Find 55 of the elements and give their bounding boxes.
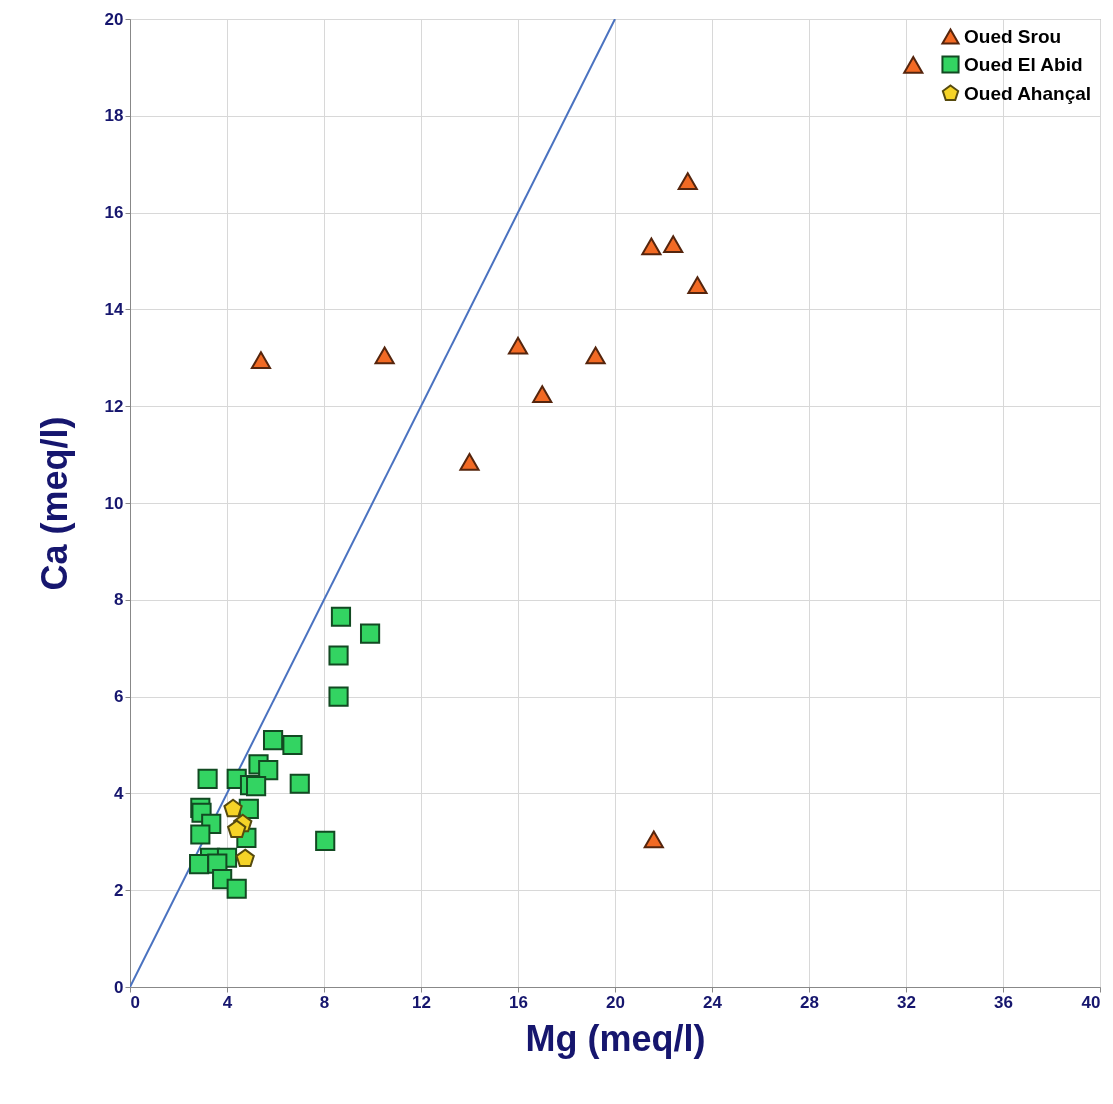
point xyxy=(643,830,664,849)
x-tick-label: 20 xyxy=(606,992,625,1012)
point xyxy=(507,336,529,355)
point xyxy=(223,798,243,818)
y-tick-label: 20 xyxy=(104,9,124,29)
point xyxy=(227,819,247,839)
point xyxy=(246,776,267,797)
point xyxy=(235,848,255,868)
x-tick-label: 4 xyxy=(222,992,233,1012)
x-tick-label: 24 xyxy=(703,992,723,1012)
x-tick-label: 32 xyxy=(897,992,916,1012)
point xyxy=(585,346,606,365)
point xyxy=(328,645,349,666)
point xyxy=(262,730,284,751)
x-tick-label: 8 xyxy=(319,992,330,1012)
point xyxy=(532,385,553,403)
point xyxy=(330,606,352,627)
legend-label: Oued Ahançal xyxy=(964,82,1092,104)
point xyxy=(687,276,708,295)
y-tick-label: 8 xyxy=(114,590,124,610)
point xyxy=(663,235,684,253)
y-tick-label: 6 xyxy=(114,687,124,707)
point xyxy=(258,760,279,781)
x-tick-label: 16 xyxy=(509,992,528,1012)
point xyxy=(641,237,662,256)
y-tick-label: 14 xyxy=(104,299,125,319)
x-tick-label: 0 xyxy=(130,992,140,1012)
point xyxy=(315,830,336,851)
point xyxy=(289,773,310,794)
point xyxy=(282,734,303,756)
y-tick-label: 10 xyxy=(104,493,124,513)
point xyxy=(459,452,480,471)
y-tick-label: 18 xyxy=(104,106,124,126)
point xyxy=(677,172,698,191)
y-tick-label: 4 xyxy=(114,783,125,803)
point xyxy=(359,623,381,644)
point xyxy=(190,824,211,845)
y-tick-label: 2 xyxy=(114,880,124,900)
y-tick-label: 16 xyxy=(104,203,124,223)
x-axis-title: Mg (meq/l) xyxy=(525,1017,706,1059)
y-axis-title: Ca (meq/l) xyxy=(33,416,75,591)
point xyxy=(374,346,395,365)
point xyxy=(328,686,349,707)
y-tick-label: 0 xyxy=(114,977,124,997)
legend-label: Oued El Abid xyxy=(964,53,1083,75)
point xyxy=(226,878,247,899)
point xyxy=(903,56,924,74)
point xyxy=(250,351,272,370)
legend-label: Oued Srou xyxy=(964,25,1062,47)
point xyxy=(197,768,218,789)
x-tick-label: 12 xyxy=(412,992,431,1012)
x-tick-label: 28 xyxy=(800,992,819,1012)
y-tick-label: 12 xyxy=(104,396,124,416)
x-tick-label: 40 xyxy=(1081,992,1101,1012)
x-tick-label: 36 xyxy=(994,992,1013,1012)
